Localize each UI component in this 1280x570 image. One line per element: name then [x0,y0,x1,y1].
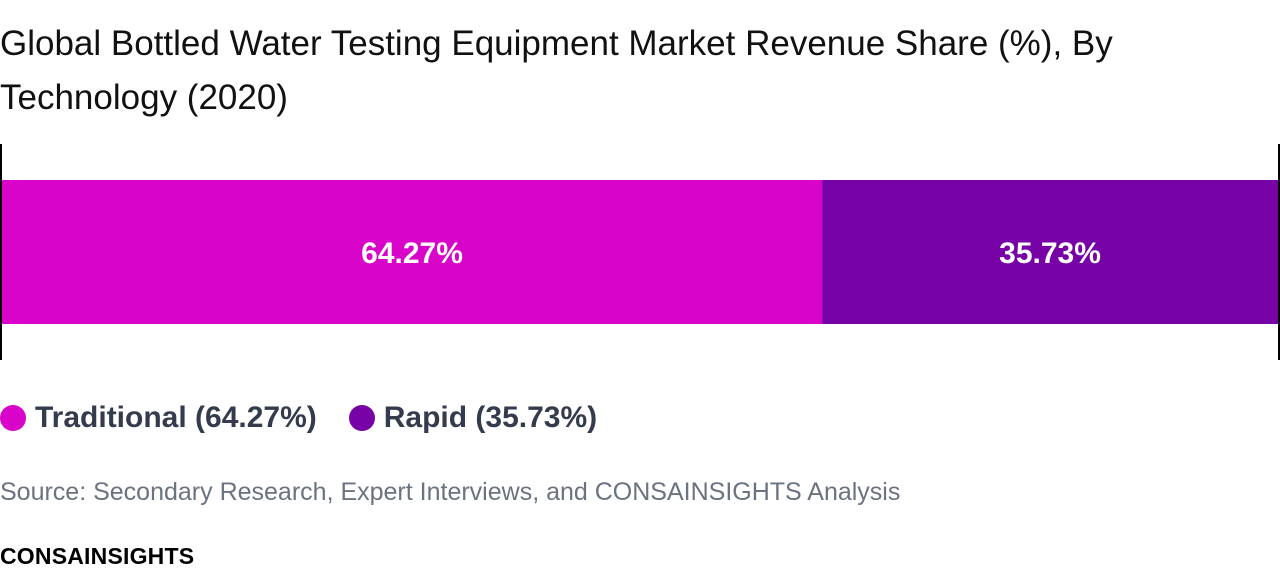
source-note: Source: Secondary Research, Expert Inter… [0,478,901,506]
data-label-rapid: 35.73% [999,237,1101,270]
bar-segment-rapid[interactable] [822,180,1278,324]
brand-logo: CONSAINSIGHTS [0,543,195,569]
chart-title: Global Bottled Water Testing Equipment M… [0,24,1113,117]
bar-segment-traditional[interactable] [2,180,823,324]
chart-area: 64.27% 35.73% [0,144,1280,360]
legend-swatch-traditional [0,405,26,431]
legend-swatch-rapid [348,405,375,431]
data-label-traditional: 64.27% [361,237,463,270]
legend-label-traditional: Traditional (64.27%) [35,401,317,434]
legend-label-rapid: Rapid (35.73%) [383,401,598,434]
legend-item-traditional[interactable]: Traditional (64.27%) [0,401,317,435]
legend: Traditional (64.27%) Rapid (35.73%) [0,396,597,440]
stacked-bar-chart: 64.27% 35.73% [0,144,1280,360]
bar-segments: 64.27% 35.73% [2,180,1278,324]
legend-item-rapid[interactable]: Rapid (35.73%) [348,401,598,435]
